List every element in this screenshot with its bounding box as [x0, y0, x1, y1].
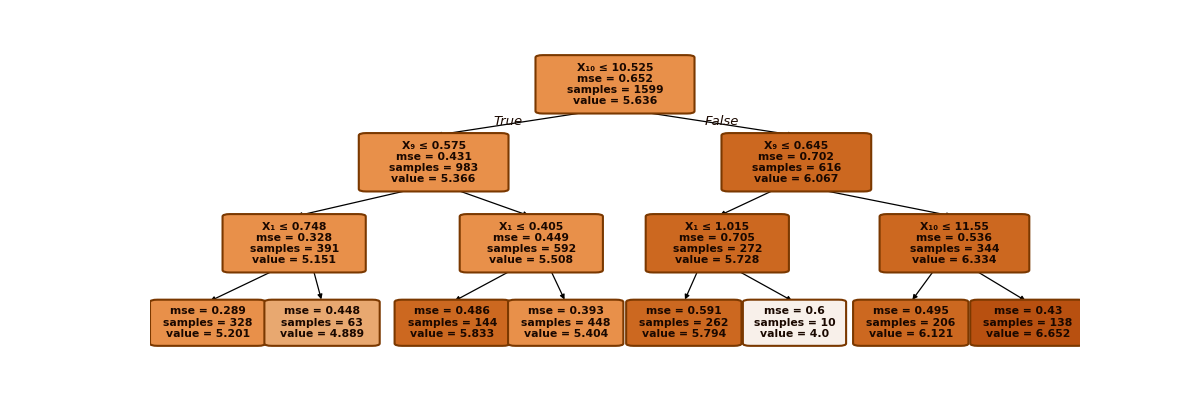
Text: samples = 272: samples = 272 — [672, 244, 762, 254]
Text: mse = 0.449: mse = 0.449 — [493, 233, 569, 243]
Text: X₉ ≤ 0.575: X₉ ≤ 0.575 — [402, 141, 466, 151]
Text: value = 6.067: value = 6.067 — [754, 174, 839, 184]
Text: value = 5.636: value = 5.636 — [572, 96, 658, 106]
Text: samples = 344: samples = 344 — [910, 244, 1000, 254]
FancyBboxPatch shape — [721, 133, 871, 191]
FancyBboxPatch shape — [264, 300, 379, 346]
Text: False: False — [704, 114, 739, 127]
FancyBboxPatch shape — [535, 55, 695, 114]
Text: X₁ ≤ 0.748: X₁ ≤ 0.748 — [262, 222, 326, 232]
Text: X₁₀ ≤ 11.55: X₁₀ ≤ 11.55 — [920, 222, 989, 232]
Text: value = 6.121: value = 6.121 — [869, 329, 953, 339]
Text: samples = 592: samples = 592 — [487, 244, 576, 254]
FancyBboxPatch shape — [359, 133, 509, 191]
Text: mse = 0.495: mse = 0.495 — [872, 306, 949, 316]
Text: mse = 0.6: mse = 0.6 — [764, 306, 824, 316]
Text: X₉ ≤ 0.645: X₉ ≤ 0.645 — [764, 141, 828, 151]
Text: mse = 0.328: mse = 0.328 — [256, 233, 332, 243]
FancyBboxPatch shape — [646, 214, 788, 272]
Text: mse = 0.289: mse = 0.289 — [169, 306, 246, 316]
Text: samples = 138: samples = 138 — [983, 318, 1073, 328]
Text: samples = 448: samples = 448 — [521, 318, 611, 328]
Text: value = 5.404: value = 5.404 — [523, 329, 608, 339]
Text: samples = 391: samples = 391 — [250, 244, 338, 254]
Text: samples = 616: samples = 616 — [751, 163, 841, 173]
Text: mse = 0.448: mse = 0.448 — [284, 306, 360, 316]
Text: value = 5.366: value = 5.366 — [391, 174, 476, 184]
Text: mse = 0.431: mse = 0.431 — [396, 152, 472, 162]
Text: True: True — [493, 114, 523, 127]
Text: samples = 206: samples = 206 — [866, 318, 955, 328]
FancyBboxPatch shape — [626, 300, 742, 346]
Text: mse = 0.652: mse = 0.652 — [577, 74, 653, 84]
FancyBboxPatch shape — [395, 300, 510, 346]
Text: value = 5.201: value = 5.201 — [166, 329, 250, 339]
Text: value = 5.833: value = 5.833 — [410, 329, 494, 339]
Text: X₁₀ ≤ 10.525: X₁₀ ≤ 10.525 — [577, 63, 653, 73]
Text: value = 6.652: value = 6.652 — [985, 329, 1070, 339]
Text: mse = 0.702: mse = 0.702 — [758, 152, 834, 162]
Text: value = 6.334: value = 6.334 — [912, 255, 997, 265]
FancyBboxPatch shape — [743, 300, 846, 346]
Text: value = 5.794: value = 5.794 — [642, 329, 726, 339]
Text: samples = 262: samples = 262 — [640, 318, 728, 328]
Text: samples = 1599: samples = 1599 — [566, 85, 664, 95]
Text: mse = 0.393: mse = 0.393 — [528, 306, 604, 316]
Text: mse = 0.591: mse = 0.591 — [646, 306, 721, 316]
Text: samples = 983: samples = 983 — [389, 163, 479, 173]
FancyBboxPatch shape — [971, 300, 1086, 346]
Text: samples = 10: samples = 10 — [754, 318, 835, 328]
Text: samples = 63: samples = 63 — [281, 318, 362, 328]
Text: samples = 144: samples = 144 — [408, 318, 497, 328]
FancyBboxPatch shape — [460, 214, 602, 272]
Text: samples = 328: samples = 328 — [163, 318, 252, 328]
Text: value = 5.728: value = 5.728 — [676, 255, 760, 265]
FancyBboxPatch shape — [150, 300, 265, 346]
Text: value = 4.0: value = 4.0 — [760, 329, 829, 339]
FancyBboxPatch shape — [853, 300, 968, 346]
Text: value = 5.151: value = 5.151 — [252, 255, 336, 265]
FancyBboxPatch shape — [508, 300, 623, 346]
Text: value = 4.889: value = 4.889 — [280, 329, 364, 339]
Text: value = 5.508: value = 5.508 — [490, 255, 574, 265]
Text: mse = 0.486: mse = 0.486 — [414, 306, 491, 316]
FancyBboxPatch shape — [222, 214, 366, 272]
Text: X₁ ≤ 1.015: X₁ ≤ 1.015 — [685, 222, 749, 232]
Text: mse = 0.536: mse = 0.536 — [917, 233, 992, 243]
Text: X₁ ≤ 0.405: X₁ ≤ 0.405 — [499, 222, 564, 232]
Text: mse = 0.705: mse = 0.705 — [679, 233, 755, 243]
Text: mse = 0.43: mse = 0.43 — [994, 306, 1062, 316]
FancyBboxPatch shape — [880, 214, 1030, 272]
